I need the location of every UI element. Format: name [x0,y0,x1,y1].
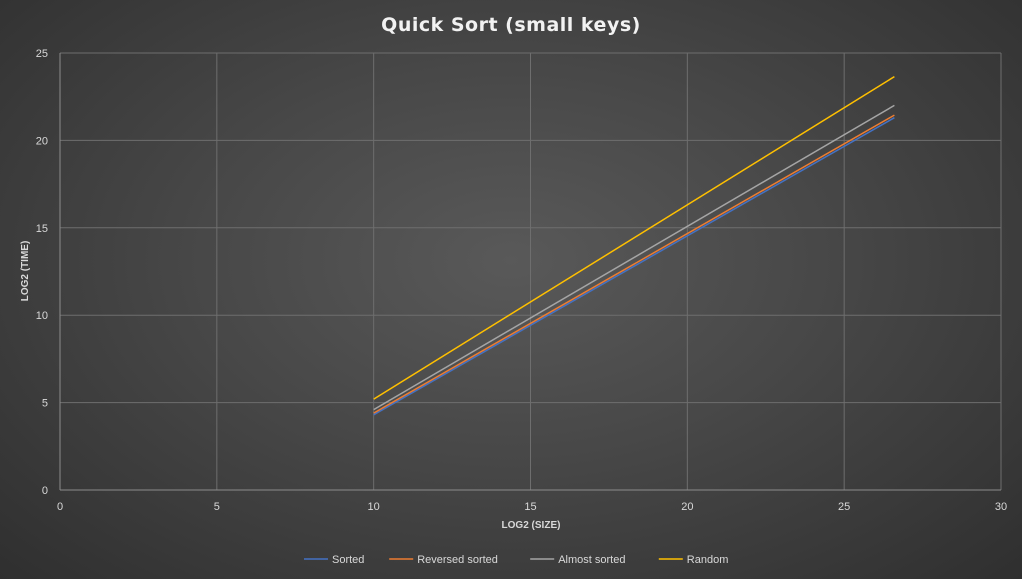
series-lines [373,75,895,416]
series-line-almost-sorted [373,104,895,411]
legend-label-reversed-sorted: Reversed sorted [417,554,498,566]
x-axis-label: LOG2 (SIZE) [502,520,561,531]
x-tick-label-3: 15 [524,501,536,513]
y-axis-label: LOG2 (TIME) [20,241,31,302]
y-tick-label-2: 10 [36,310,48,322]
x-tick-label-6: 30 [995,501,1007,513]
series-line-sorted [373,117,895,416]
tick-labels: 0 5 10 15 20 25 30 0 5 10 15 20 25 [36,48,1007,513]
y-tick-label-4: 20 [36,135,48,147]
axes [59,53,1001,491]
x-tick-label-5: 25 [838,501,850,513]
x-tick-label-0: 0 [57,501,63,513]
x-tick-label-1: 5 [214,501,220,513]
y-tick-label-1: 5 [42,398,48,410]
chart-title: Quick Sort (small keys) [381,14,641,36]
y-tick-label-0: 0 [42,485,48,497]
x-tick-label-2: 10 [368,501,380,513]
gridlines [60,52,1002,490]
legend-label-random: Random [687,554,729,566]
series-line-random [373,75,895,400]
legend-label-sorted: Sorted [332,554,364,566]
legend-label-almost-sorted: Almost sorted [558,554,625,566]
legend: Sorted Reversed sorted Almost sorted Random [304,554,728,566]
y-tick-label-5: 25 [36,48,48,60]
x-tick-label-4: 20 [681,501,693,513]
y-tick-label-3: 15 [36,223,48,235]
series-line-reversed-sorted [373,114,895,414]
